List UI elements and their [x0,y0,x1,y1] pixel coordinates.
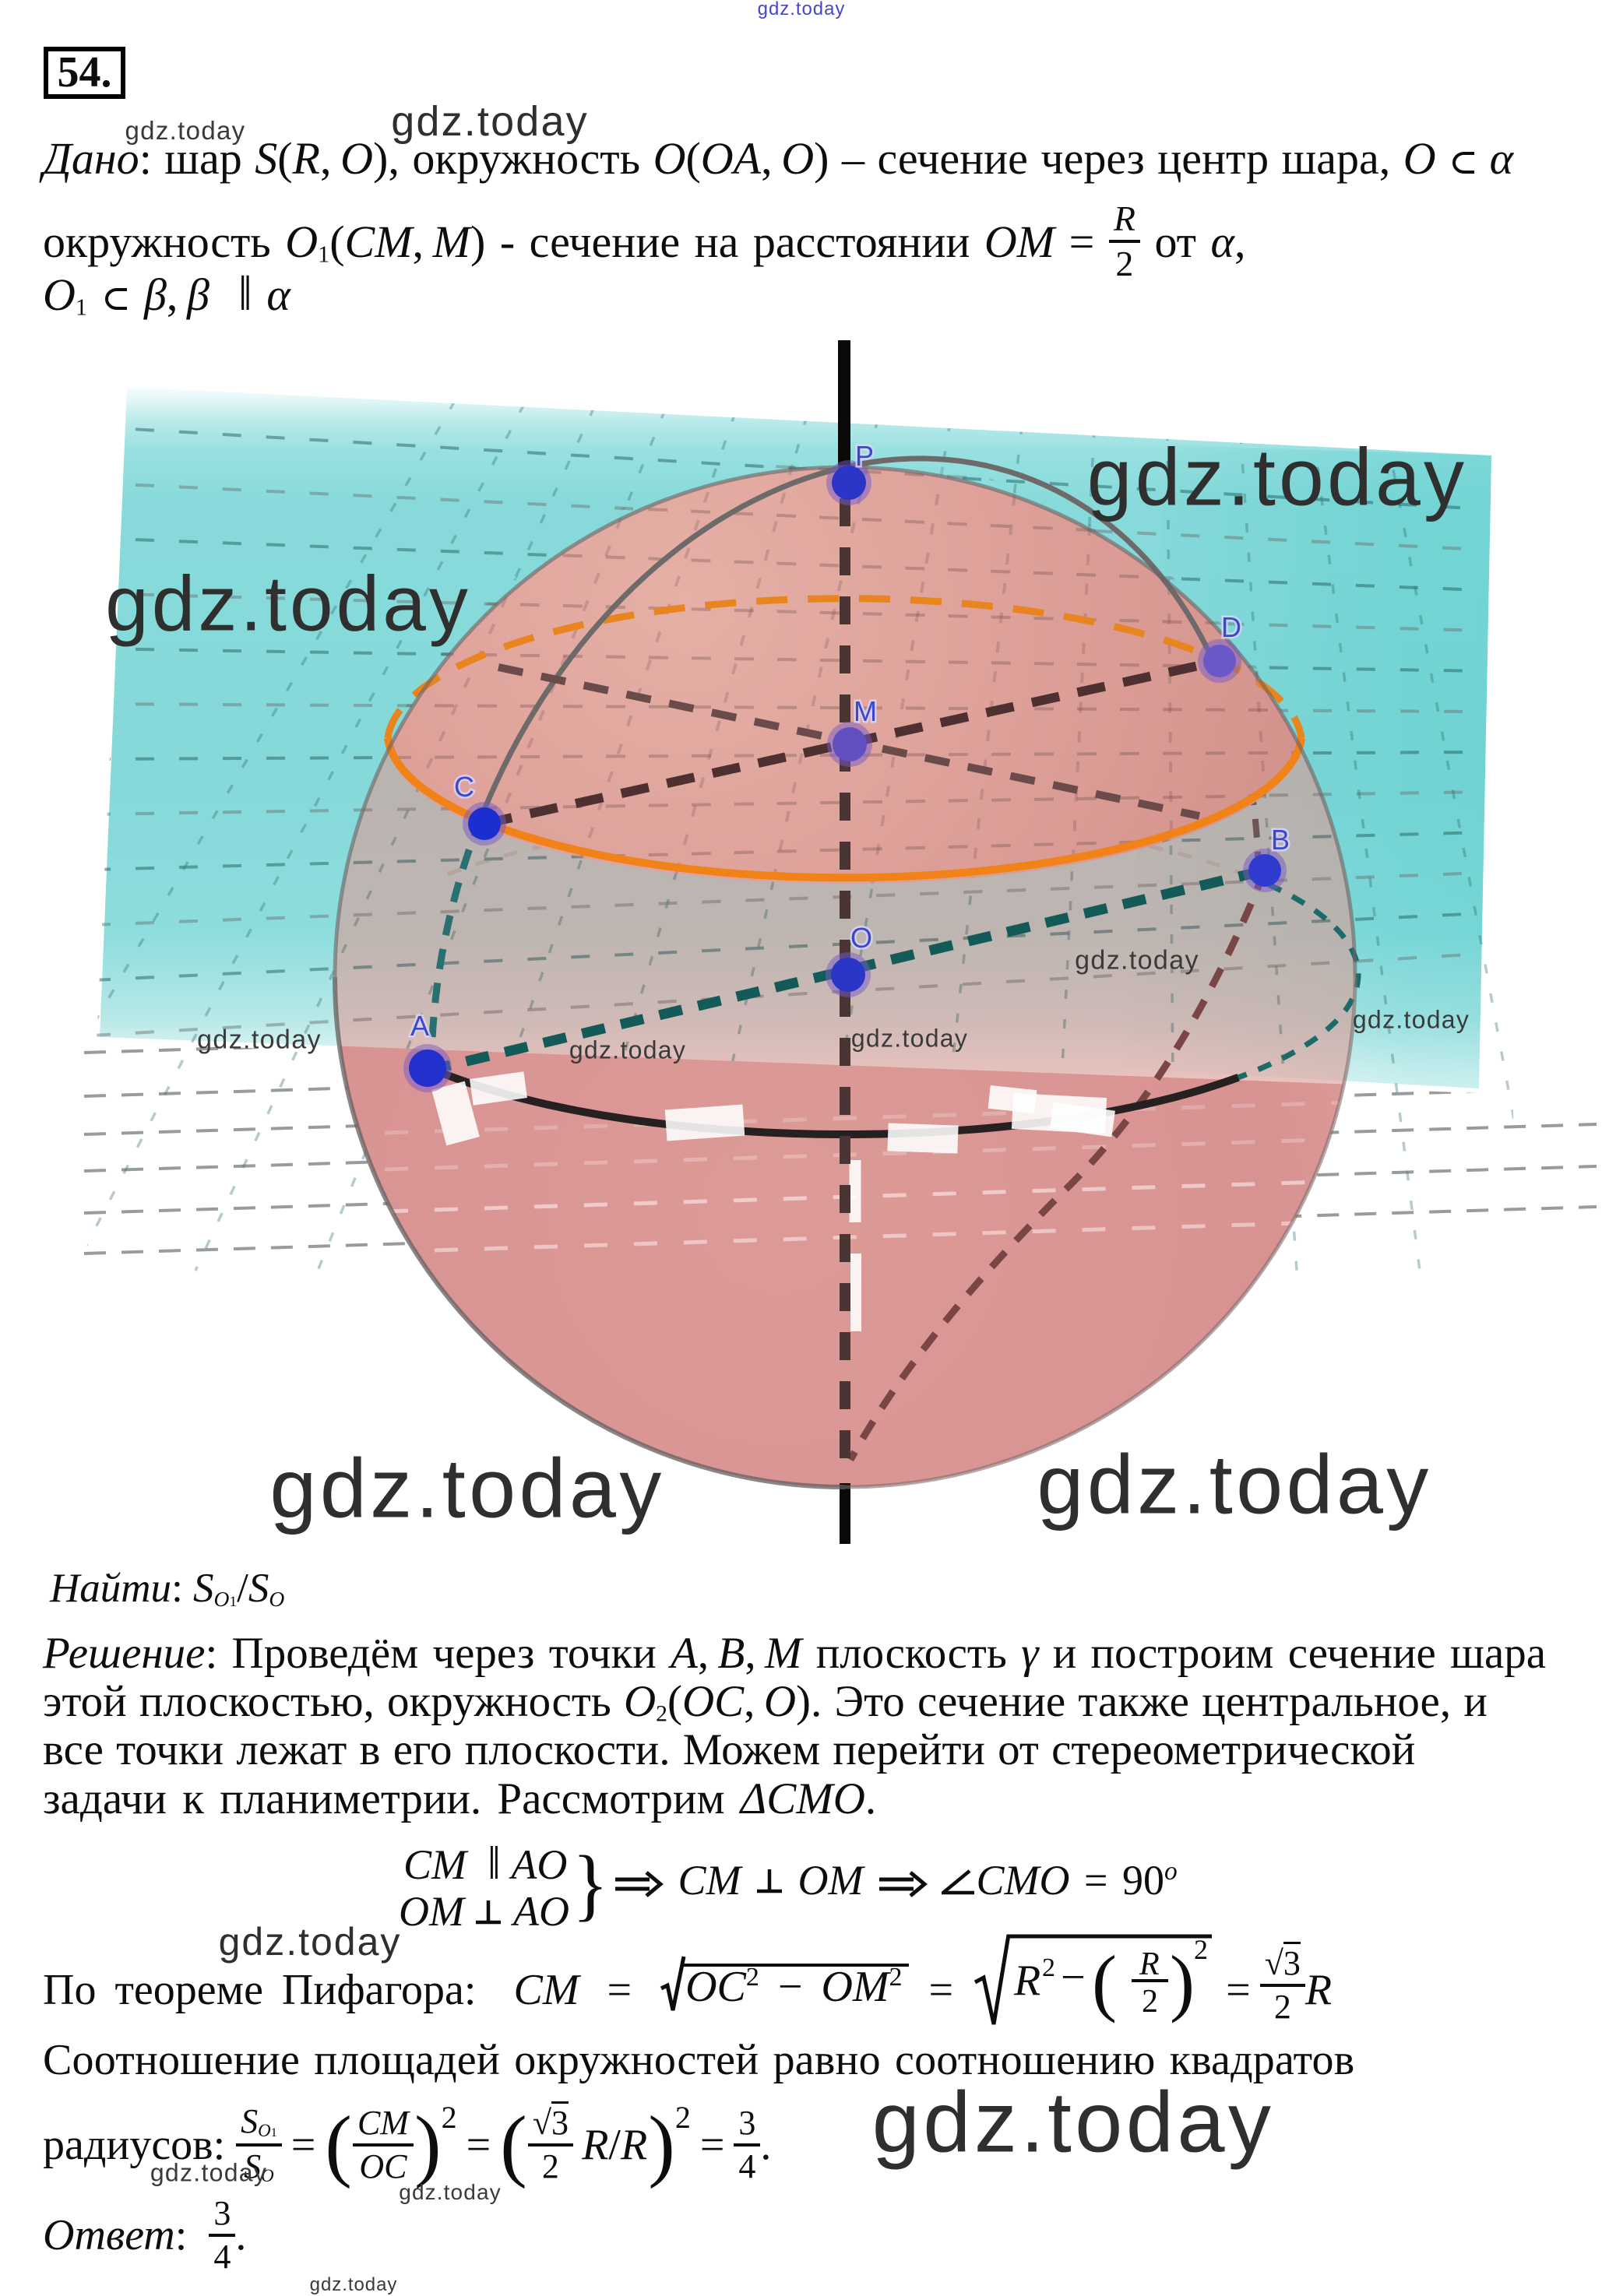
svg-text:−: − [1061,1953,1086,2002]
svg-text:C: C [454,771,474,803]
svg-text:B: B [1271,824,1290,856]
svg-text:O: O [850,922,872,954]
svg-text:R: R [1013,1957,1040,2005]
svg-text:P: P [855,440,874,472]
svg-text:R: R [1139,1946,1160,1982]
svg-text:M: M [854,695,877,727]
svg-text:(: ( [1092,1940,1117,2024]
svg-text:2: 2 [1042,1953,1055,1982]
svg-text:D: D [1221,611,1241,643]
svg-text:2: 2 [1194,1934,1208,1965]
svg-text:A: A [410,1010,429,1042]
svg-text:): ) [1170,1940,1195,2024]
svg-text:2: 2 [1142,1984,1158,2020]
